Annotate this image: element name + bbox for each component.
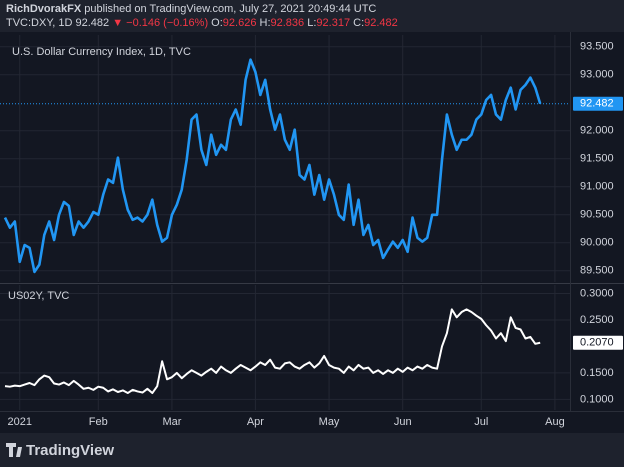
pane-title: U.S. Dollar Currency Index, 1D, TVC (12, 46, 191, 58)
header-line-1: RichDvorakFX published on TradingView.co… (6, 3, 376, 15)
change: ▼ −0.146 (−0.16%) (112, 17, 208, 29)
x-tick-label: Jun (394, 416, 412, 428)
price: 92.482 (76, 17, 110, 29)
ohlc-label: L: (307, 17, 316, 29)
y-tick-label: 0.1000 (580, 393, 614, 405)
author[interactable]: RichDvorakFX (6, 3, 82, 15)
brand: TradingView (26, 442, 114, 459)
y-tick-label: 91.500 (580, 153, 614, 165)
header-bar (0, 0, 624, 32)
symbol: TVC:DXY, 1D (6, 17, 72, 29)
ohlc-value: 92.626 (223, 17, 257, 29)
x-tick-label: Aug (545, 416, 565, 428)
y-tick-label: 90.000 (580, 237, 614, 249)
x-tick-label: 2021 (7, 416, 31, 428)
x-tick-label: Apr (247, 416, 264, 428)
y-tick-label: 93.500 (580, 41, 614, 53)
y-tick-label: 0.2500 (580, 314, 614, 326)
ohlc-label: C: (353, 17, 364, 29)
ohlc-value: 92.836 (271, 17, 305, 29)
footer-bar (0, 433, 624, 467)
logo-icon (6, 443, 22, 457)
y-tick-label: 89.500 (580, 265, 614, 277)
x-tick-label: May (319, 416, 340, 428)
y-tick-label: 92.000 (580, 125, 614, 137)
ohlc-value: 92.317 (316, 17, 350, 29)
series-line (4, 308, 541, 395)
logo[interactable]: TradingView (6, 442, 114, 459)
pane-title: US02Y, TVC (8, 290, 69, 302)
x-tick-label: Mar (162, 416, 181, 428)
x-tick-label: Jul (474, 416, 488, 428)
ohlc-value: 92.482 (364, 17, 398, 29)
ohlc-label: O: (211, 17, 223, 29)
header-line-2: TVC:DXY, 1D 92.482 ▼ −0.146 (−0.16%) O:9… (6, 17, 398, 29)
y-tick-label: 0.3000 (580, 287, 614, 299)
ohlc-label: H: (260, 17, 271, 29)
x-tick-label: Feb (89, 416, 108, 428)
published: published on TradingView.com, July 27, 2… (84, 3, 376, 15)
last-value-badge (573, 335, 623, 350)
series-line (3, 58, 542, 274)
y-tick-label: 91.000 (580, 181, 614, 193)
last-value-label: 0.2070 (580, 337, 614, 349)
y-tick-label: 93.000 (580, 69, 614, 81)
last-value-badge (573, 96, 623, 111)
y-tick-label: 90.500 (580, 209, 614, 221)
last-value-label: 92.482 (580, 98, 614, 110)
y-tick-label: 0.1500 (580, 367, 614, 379)
